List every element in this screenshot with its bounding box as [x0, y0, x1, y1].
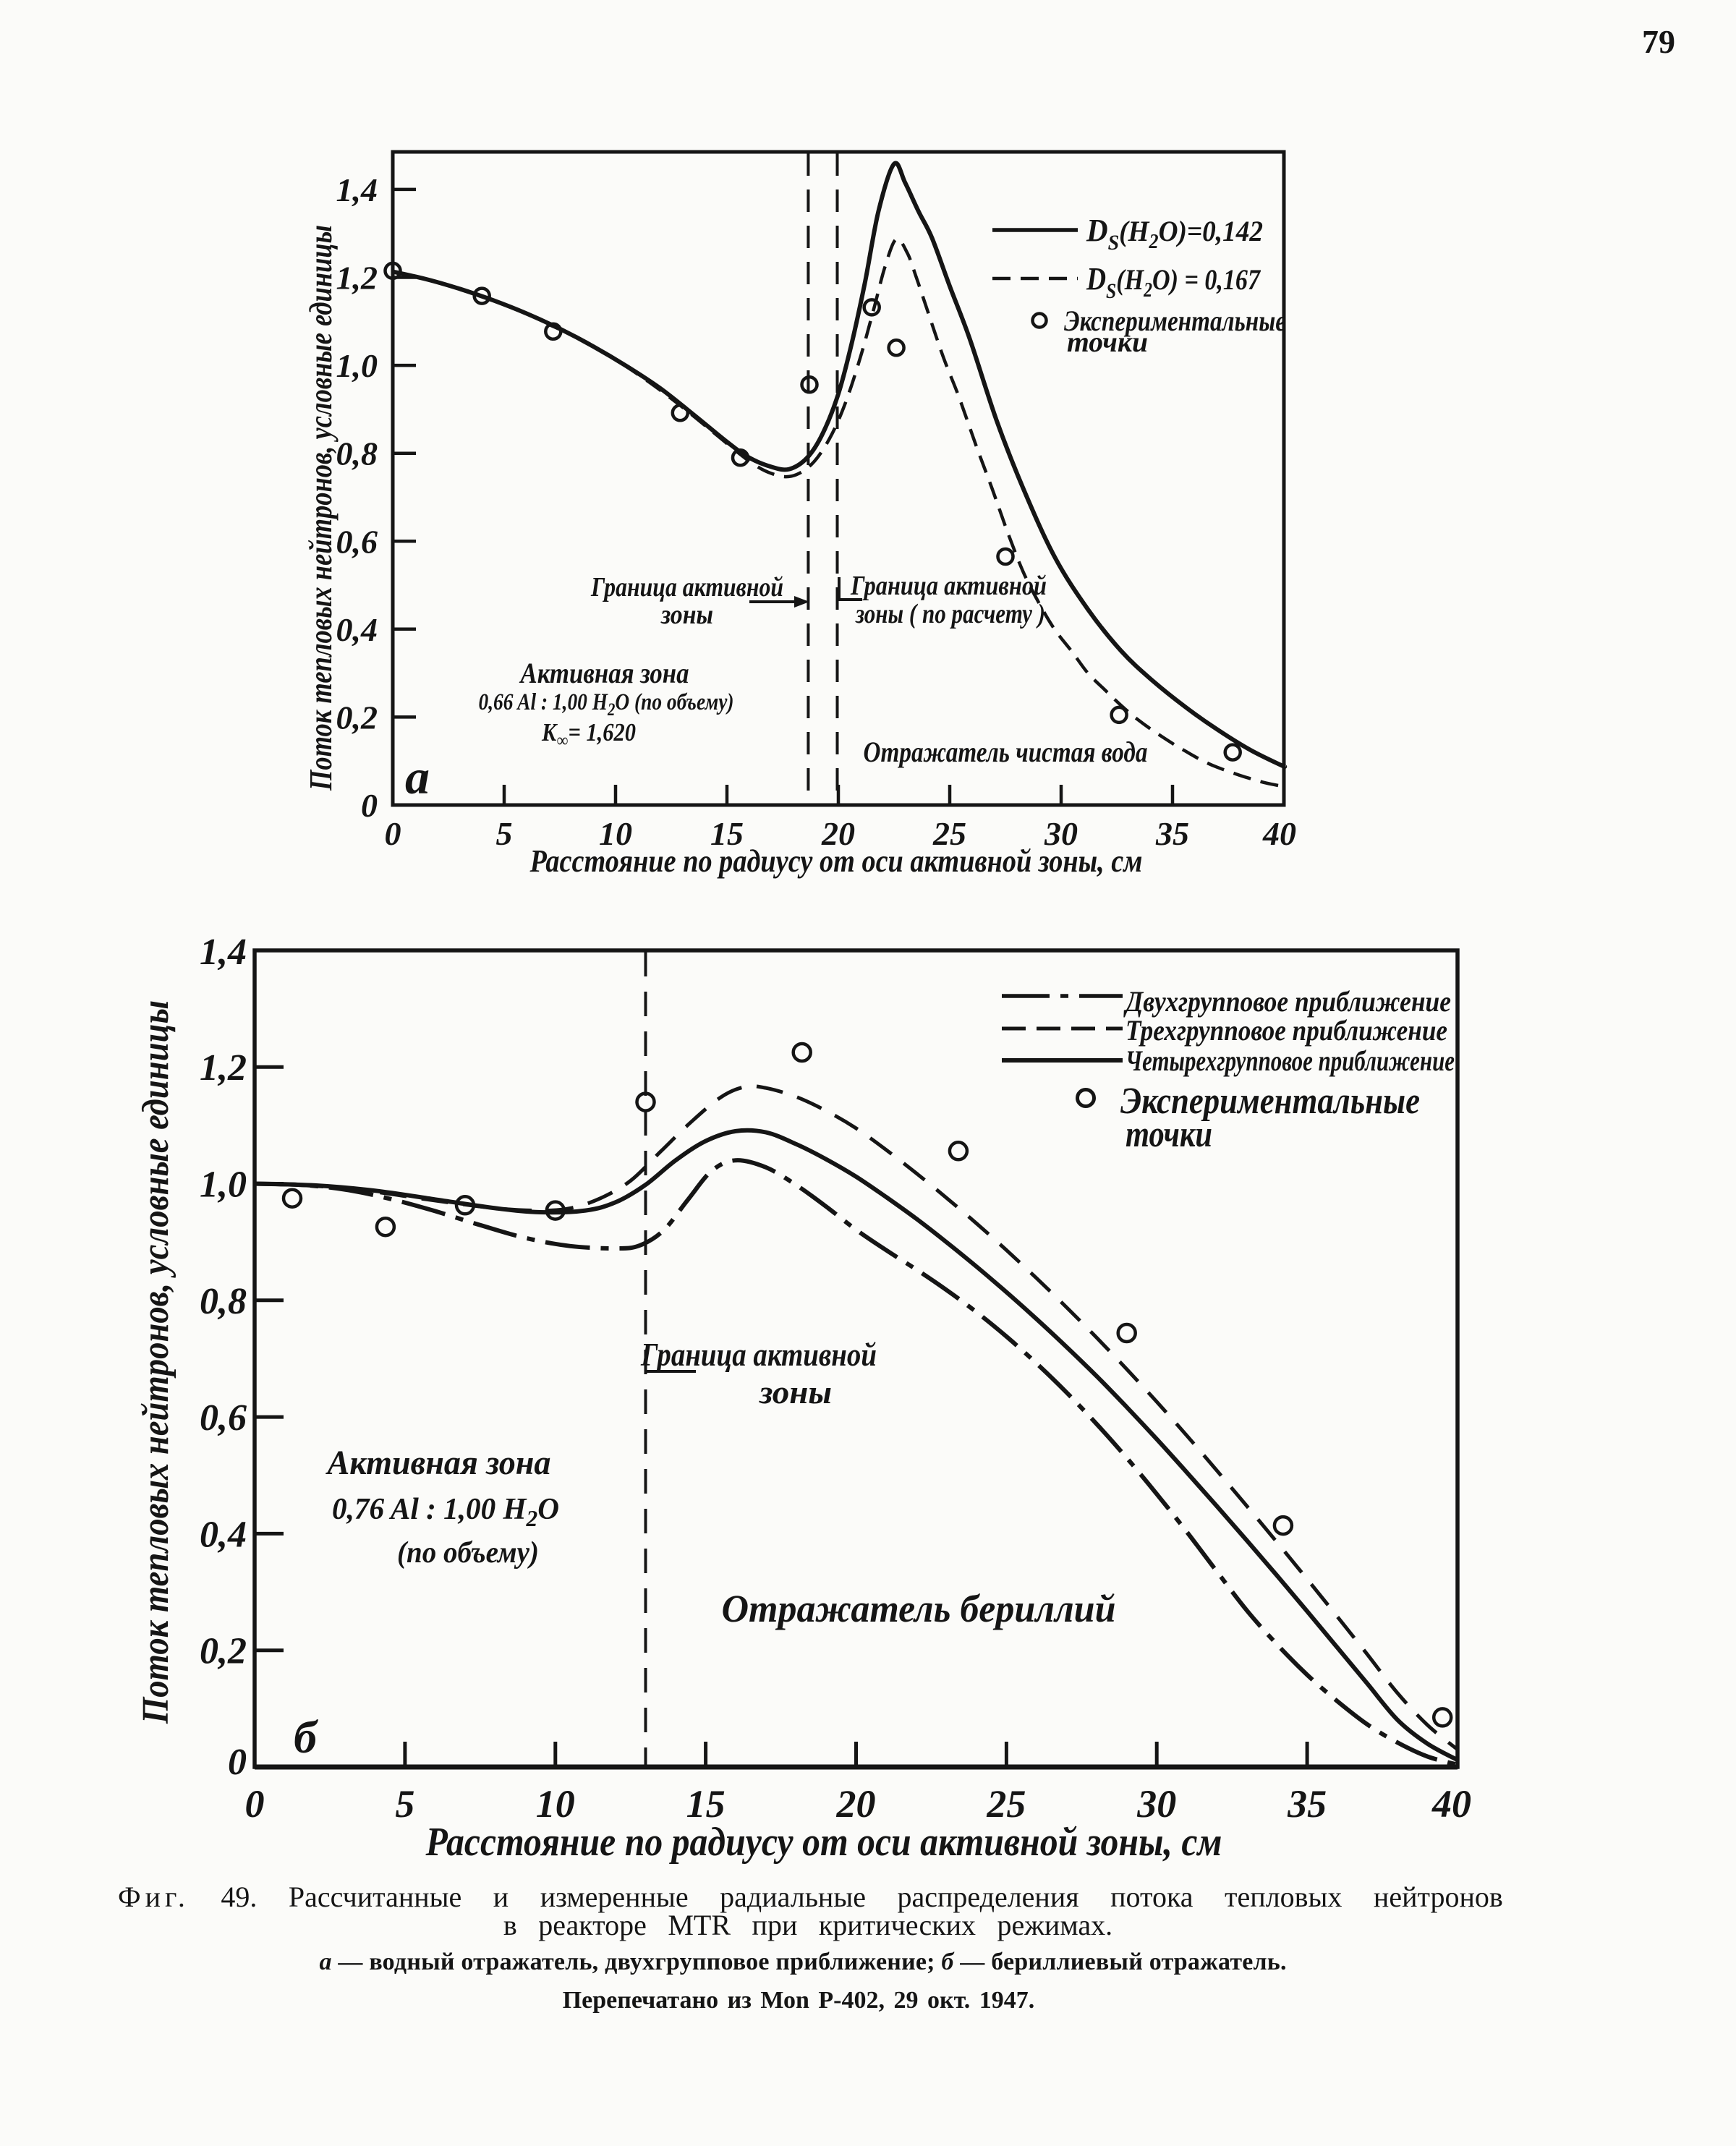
svg-text:40: 40	[1431, 1782, 1471, 1826]
svg-text:35: 35	[1287, 1782, 1327, 1826]
svg-text:Расстояние по радиусу от оси а: Расстояние по радиусу от оси активной зо…	[529, 843, 1143, 879]
svg-text:Перепечатано из Моn Р-402, 29: Перепечатано из Моn Р-402, 29 окт. 1947.	[563, 1987, 1035, 2014]
svg-text:15: 15	[686, 1782, 726, 1826]
svg-text:зоны: зоны	[660, 600, 713, 630]
svg-text:1,0: 1,0	[336, 347, 378, 384]
svg-text:25: 25	[932, 815, 966, 852]
svg-text:Расстояние по радиусу от оси а: Расстояние по радиусу от оси активной зо…	[425, 1820, 1222, 1865]
svg-text:20: 20	[821, 815, 855, 852]
svg-text:зоны: зоны	[758, 1374, 832, 1410]
svg-text:DS(H2O)=0,142: DS(H2O)=0,142	[1086, 213, 1263, 255]
svg-text:Граница активной: Граница активной	[590, 572, 783, 603]
svg-text:25: 25	[986, 1782, 1026, 1826]
svg-text:б: б	[294, 1711, 319, 1763]
svg-text:точки: точки	[1126, 1114, 1212, 1155]
svg-text:Активная зона: Активная зона	[519, 657, 689, 689]
svg-text:1,2: 1,2	[200, 1047, 247, 1089]
svg-text:DS(H2O) = 0,167: DS(H2O) = 0,167	[1086, 261, 1261, 303]
svg-text:30: 30	[1136, 1782, 1176, 1826]
svg-text:Отражатель чистая вода: Отражатель чистая вода	[864, 736, 1148, 768]
svg-text:1,4: 1,4	[200, 932, 247, 973]
svg-text:Поток тепловых нейтронов, усло: Поток тепловых нейтронов, условные едини…	[303, 225, 339, 791]
svg-text:0,2: 0,2	[200, 1631, 247, 1672]
svg-text:точки: точки	[1067, 325, 1148, 358]
svg-text:0: 0	[228, 1742, 247, 1783]
svg-text:30: 30	[1044, 815, 1078, 852]
svg-text:Двухгрупповое приближение: Двухгрупповое приближение	[1123, 985, 1451, 1018]
svg-text:5: 5	[395, 1782, 414, 1826]
svg-text:зоны ( по расчету ): зоны ( по расчету )	[855, 599, 1045, 629]
svg-text:40: 40	[1262, 815, 1296, 852]
svg-text:1,0: 1,0	[200, 1164, 247, 1206]
svg-text:20: 20	[836, 1782, 876, 1826]
svg-text:Трехгрупповое приближение: Трехгрупповое приближение	[1126, 1014, 1447, 1047]
svg-text:Экспериментальные: Экспериментальные	[1064, 305, 1286, 337]
svg-text:a: a	[405, 749, 430, 804]
svg-text:0,66 Al : 1,00 H2O (по объему): 0,66 Al : 1,00 H2O (по объему)	[479, 689, 734, 720]
svg-text:Граница активной: Граница активной	[850, 571, 1047, 601]
svg-text:0,76 Al : 1,00 H2O: 0,76 Al : 1,00 H2O	[332, 1493, 559, 1531]
svg-text:0,6: 0,6	[336, 523, 378, 560]
svg-text:(по объему): (по объему)	[397, 1536, 539, 1570]
svg-text:0,2: 0,2	[336, 699, 378, 736]
svg-text:15: 15	[710, 815, 744, 852]
svg-text:1,4: 1,4	[336, 171, 378, 208]
svg-text:0: 0	[385, 815, 401, 852]
svg-text:0: 0	[361, 787, 378, 824]
svg-text:0,8: 0,8	[336, 435, 378, 472]
svg-text:0,4: 0,4	[336, 611, 378, 648]
svg-text:5: 5	[496, 815, 513, 852]
svg-text:0,4: 0,4	[200, 1514, 247, 1555]
svg-text:Фиг. 49. Рассчитанные и измере: Фиг. 49. Рассчитанные и измеренные радиа…	[118, 1881, 1503, 1913]
svg-text:10: 10	[536, 1782, 575, 1826]
svg-text:0,8: 0,8	[200, 1281, 247, 1322]
svg-text:10: 10	[599, 815, 632, 852]
svg-text:1,2: 1,2	[336, 260, 378, 297]
svg-text:в реакторе MTR при критических: в реакторе MTR при критических режимах.	[503, 1909, 1112, 1941]
svg-text:Поток тепловых нейтронов, усло: Поток тепловых нейтронов, условные едини…	[135, 1000, 176, 1724]
svg-text:Активная зона: Активная зона	[326, 1444, 551, 1482]
svg-text:79: 79	[1642, 23, 1675, 60]
svg-text:35: 35	[1155, 815, 1189, 852]
svg-text:Экспериментальные: Экспериментальные	[1120, 1081, 1420, 1122]
svg-text:K∞= 1,620: K∞= 1,620	[541, 718, 636, 751]
svg-text:Четырехгрупповое приближение: Четырехгрупповое приближение	[1126, 1044, 1455, 1077]
svg-text:Граница активной: Граница активной	[640, 1336, 877, 1373]
svg-text:Отражатель бериллий: Отражатель бериллий	[722, 1587, 1116, 1630]
svg-text:0: 0	[245, 1782, 265, 1826]
svg-text:а — водный отражатель, двухгру: а — водный отражатель, двухгрупповое при…	[320, 1949, 1287, 1975]
svg-text:0,6: 0,6	[200, 1397, 247, 1439]
